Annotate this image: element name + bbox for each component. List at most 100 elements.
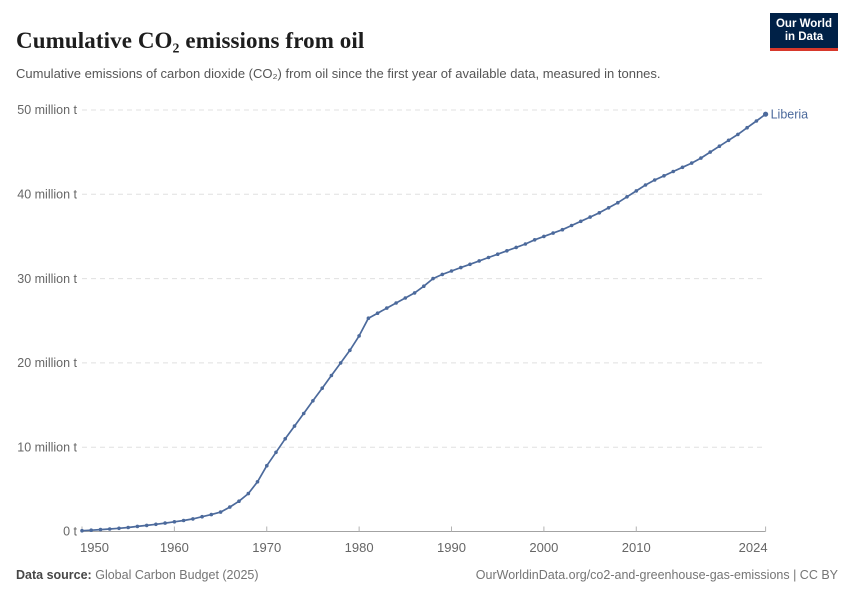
y-axis-tick-label: 30 million t	[17, 272, 77, 286]
data-point	[237, 499, 241, 504]
data-point	[144, 523, 149, 528]
data-point	[616, 200, 620, 205]
data-point	[209, 512, 214, 517]
data-point	[292, 424, 297, 428]
data-point	[320, 386, 325, 391]
y-axis-labels: 0 t 10 million t 20 million t 30 million t 4…	[17, 103, 77, 539]
data-point	[181, 518, 186, 523]
owid-logo-line2: in Data	[784, 31, 824, 43]
gridlines	[82, 109, 766, 532]
data-point	[265, 463, 269, 468]
data-point	[477, 259, 482, 263]
data-point	[385, 306, 389, 310]
data-point	[514, 245, 518, 250]
data-point	[560, 227, 565, 232]
data-point	[191, 517, 195, 521]
data-point	[459, 265, 463, 270]
owid-logo-line1: Our World	[775, 18, 832, 30]
x-axis: 1950 1960 1970 1980 1990 2000 2010 2024	[80, 526, 768, 555]
data-point	[763, 111, 769, 117]
data-point	[569, 223, 574, 228]
data-point	[486, 255, 491, 260]
data-point	[329, 373, 334, 378]
data-point	[495, 252, 500, 256]
chart-footer: Data source: Global Carbon Budget (2025)…	[16, 568, 838, 582]
data-point	[126, 525, 130, 530]
data-point	[135, 524, 140, 529]
footer-url-link[interactable]: OurWorldinData.org/co2-and-greenhouse-ga…	[475, 568, 838, 582]
y-axis-tick-label: 40 million t	[17, 188, 77, 202]
y-axis-tick-label: 50 million t	[17, 103, 77, 117]
data-source-label: Data source:	[16, 568, 92, 582]
data-point	[218, 510, 223, 514]
data-point	[98, 527, 103, 532]
data-point	[154, 522, 158, 527]
x-axis-tick-label: 2000	[529, 540, 558, 555]
data-point	[394, 301, 398, 305]
data-point	[726, 138, 731, 143]
x-axis-tick-label: 1960	[160, 540, 189, 555]
data-point	[606, 206, 611, 210]
data-point	[422, 284, 426, 289]
data-point	[449, 269, 454, 273]
entity-label[interactable]: Liberia	[771, 108, 809, 122]
x-axis-tick-label: 1950	[80, 540, 109, 555]
data-point	[689, 161, 694, 165]
data-point	[625, 195, 629, 199]
data-point	[246, 491, 251, 496]
data-point	[338, 361, 343, 365]
data-point	[80, 528, 84, 533]
data-point	[107, 527, 112, 531]
data-point	[228, 505, 232, 509]
data-point	[634, 189, 639, 193]
x-axis-tick-label: 1970	[252, 540, 281, 555]
data-point	[348, 348, 352, 353]
data-point	[662, 174, 666, 178]
y-axis-tick-label: 0 t	[63, 525, 77, 539]
data-source-value: Global Carbon Budget (2025)	[95, 568, 259, 582]
data-point	[579, 219, 583, 224]
x-axis-tick-label: 1990	[437, 540, 466, 555]
data-point	[117, 526, 121, 531]
data-point	[708, 150, 712, 154]
data-source: Data source: Global Carbon Budget (2025)	[16, 568, 259, 582]
y-axis-tick-label: 20 million t	[17, 356, 77, 370]
data-point	[440, 272, 445, 277]
data-point	[597, 211, 602, 215]
owid-logo[interactable]: Our World in Data	[770, 13, 838, 51]
data-point	[505, 249, 509, 253]
y-axis-tick-label: 10 million t	[17, 440, 77, 454]
data-point	[274, 450, 278, 455]
data-point	[671, 169, 675, 174]
data-point	[643, 183, 648, 187]
data-point	[736, 132, 740, 137]
data-point	[301, 411, 306, 416]
x-axis-tick-label: 1980	[345, 540, 374, 555]
data-point	[588, 215, 592, 219]
data-point	[375, 311, 380, 316]
data-point	[523, 242, 528, 246]
data-point	[542, 234, 546, 239]
x-axis-tick-label: 2024	[739, 540, 768, 555]
data-point	[366, 316, 371, 321]
data-point	[163, 521, 167, 525]
data-point	[172, 520, 177, 524]
page-title: Cumulative CO₂ emissions from oil	[16, 28, 365, 54]
data-point	[200, 514, 204, 519]
data-point	[255, 480, 260, 484]
data-point	[412, 291, 417, 295]
data-point	[551, 231, 555, 235]
data-point	[745, 125, 749, 130]
data-point	[283, 437, 288, 441]
data-point	[89, 528, 93, 532]
page-subtitle: Cumulative emissions of carbon dioxide (…	[16, 66, 661, 81]
plot-area[interactable]	[82, 110, 766, 532]
data-point	[680, 165, 685, 170]
data-point	[403, 296, 408, 300]
data-point	[652, 178, 657, 182]
data-point	[532, 238, 537, 242]
x-axis-tick-label: 2010	[622, 540, 651, 555]
data-point	[468, 262, 472, 267]
data-point	[717, 144, 722, 148]
data-point	[311, 399, 315, 403]
